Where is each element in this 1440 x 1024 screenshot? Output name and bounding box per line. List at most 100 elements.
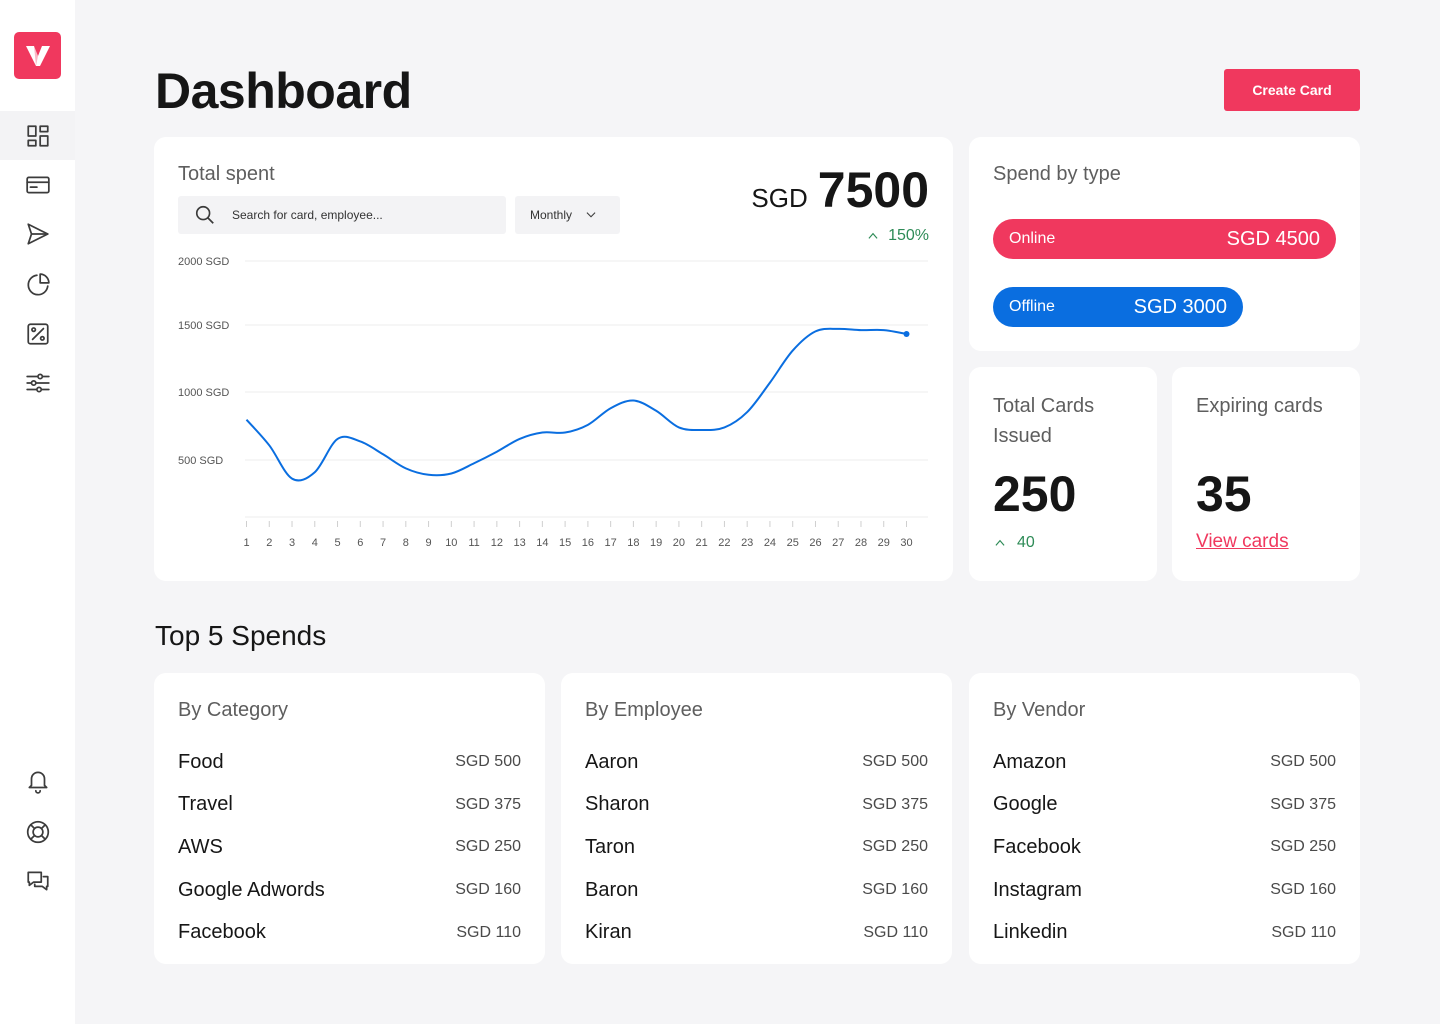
list-item[interactable]: AWS SGD 250 xyxy=(178,826,521,869)
cards-issued-growth-value: 40 xyxy=(1017,534,1035,551)
list-item-name: AWS xyxy=(178,835,223,858)
online-spend-bar[interactable]: Online SGD 4500 xyxy=(993,219,1336,259)
list-item[interactable]: Google SGD 375 xyxy=(993,784,1336,827)
nav-payments[interactable] xyxy=(0,209,75,258)
list-item-name: Kiran xyxy=(585,921,632,944)
list-item[interactable]: Instagram SGD 160 xyxy=(993,869,1336,912)
by-employee-list: Aaron SGD 500 Sharon SGD 375 Taron SGD 250 Bar… xyxy=(585,741,928,954)
nav-cards[interactable] xyxy=(0,160,75,209)
pie-chart-icon xyxy=(27,272,50,295)
list-item[interactable]: Aaron SGD 500 xyxy=(585,741,928,784)
x-tick-label: 12 xyxy=(491,537,503,549)
list-item-value: SGD 500 xyxy=(1270,753,1336,771)
online-label: Online xyxy=(1009,230,1056,247)
app-logo[interactable] xyxy=(14,32,61,79)
x-tick-label: 23 xyxy=(741,537,753,549)
by-employee-title: By Employee xyxy=(585,699,703,721)
list-item-name: Food xyxy=(178,750,224,773)
send-icon xyxy=(26,222,49,245)
x-tick-label: 28 xyxy=(855,537,867,549)
search-input[interactable] xyxy=(232,208,482,222)
list-item[interactable]: Food SGD 500 xyxy=(178,741,521,784)
expiring-cards-card: Expiring cards 35 View cards xyxy=(1172,367,1360,581)
nav-messages[interactable] xyxy=(0,856,75,905)
x-tick-label: 7 xyxy=(380,537,386,549)
list-item[interactable]: Linkedin SGD 110 xyxy=(993,911,1336,954)
create-card-button[interactable]: Create Card xyxy=(1224,69,1360,111)
list-item-value: SGD 250 xyxy=(455,838,521,856)
by-category-title: By Category xyxy=(178,699,289,721)
x-tick-label: 2 xyxy=(266,537,272,549)
nav-dashboard[interactable] xyxy=(0,111,75,160)
x-tick-label: 24 xyxy=(764,537,776,549)
list-item-value: SGD 375 xyxy=(862,795,928,813)
x-tick-label: 9 xyxy=(426,537,432,549)
search-icon xyxy=(195,205,214,224)
total-spent-card: 2000 SGD 1500 SGD 1000 SGD 500 SGD 1 2 3 4 5 6 7 8 9… xyxy=(154,137,953,581)
total-value: 7500 xyxy=(817,162,929,218)
by-category-list: Food SGD 500 Travel SGD 375 AWS SGD 250 Google… xyxy=(178,741,521,954)
list-item-value: SGD 250 xyxy=(1270,838,1336,856)
total-growth: 150% xyxy=(866,227,929,245)
x-tick-label: 11 xyxy=(468,537,479,549)
by-category-card: By Category Food SGD 500 Travel SGD 375 AWS S… xyxy=(154,673,545,964)
period-dropdown[interactable]: Monthly xyxy=(515,196,620,234)
spend-series-line xyxy=(245,327,907,482)
card-icon xyxy=(25,176,50,193)
total-amount: SGD 7500 xyxy=(751,161,929,219)
list-item-name: Taron xyxy=(585,835,636,858)
chat-icon xyxy=(26,870,49,891)
list-item-value: SGD 375 xyxy=(455,795,521,813)
offline-spend-bar[interactable]: Offline SGD 3000 xyxy=(993,287,1243,327)
support-icon xyxy=(26,820,49,843)
latest-data-point xyxy=(903,330,910,337)
x-tick-label: 19 xyxy=(650,537,662,549)
list-item-value: SGD 110 xyxy=(1271,923,1336,941)
list-item[interactable]: Facebook SGD 250 xyxy=(993,826,1336,869)
y-tick-label: 1000 SGD xyxy=(178,387,229,399)
view-cards-link[interactable]: View cards xyxy=(1196,531,1289,552)
by-employee-card: By Employee Aaron SGD 500 Sharon SGD 375 Tar… xyxy=(561,673,952,964)
logo-mark-icon xyxy=(25,45,50,66)
list-item-value: SGD 110 xyxy=(456,923,521,941)
list-item-name: Facebook xyxy=(178,921,266,944)
list-item-value: SGD 160 xyxy=(455,881,521,899)
cards-issued-growth: 40 xyxy=(993,534,1035,552)
expiring-value: 35 xyxy=(1196,466,1252,522)
nav-reports[interactable] xyxy=(0,260,75,309)
list-item[interactable]: Travel SGD 375 xyxy=(178,784,521,827)
list-item-name: Sharon xyxy=(585,793,650,816)
nav-settings[interactable] xyxy=(0,358,75,407)
list-item[interactable]: Taron SGD 250 xyxy=(585,826,928,869)
bell-icon xyxy=(27,770,48,794)
page-title: Dashboard xyxy=(155,63,412,119)
list-item[interactable]: Kiran SGD 110 xyxy=(585,911,928,954)
x-tick-label: 3 xyxy=(289,537,295,549)
x-tick-label: 20 xyxy=(673,537,685,549)
x-tick-label: 6 xyxy=(357,537,363,549)
by-vendor-title: By Vendor xyxy=(993,699,1086,721)
list-item-value: SGD 160 xyxy=(862,881,928,899)
offline-label: Offline xyxy=(1009,298,1055,315)
list-item[interactable]: Sharon SGD 375 xyxy=(585,784,928,827)
list-item[interactable]: Baron SGD 160 xyxy=(585,869,928,912)
list-item-name: Linkedin xyxy=(993,921,1068,944)
x-tick-label: 17 xyxy=(605,537,617,549)
nav-discounts[interactable] xyxy=(0,309,75,358)
x-tick-label: 26 xyxy=(809,537,821,549)
x-tick-label: 27 xyxy=(832,537,844,549)
x-tick-label: 15 xyxy=(559,537,571,549)
x-tick-label: 18 xyxy=(627,537,639,549)
nav-support[interactable] xyxy=(0,807,75,856)
x-tick-label: 29 xyxy=(878,537,890,549)
list-item[interactable]: Google Adwords SGD 160 xyxy=(178,869,521,912)
sliders-icon xyxy=(25,372,50,393)
list-item[interactable]: Amazon SGD 500 xyxy=(993,741,1336,784)
x-tick-label: 13 xyxy=(513,537,525,549)
x-tick-label: 22 xyxy=(718,537,730,549)
list-item[interactable]: Facebook SGD 110 xyxy=(178,911,521,954)
total-currency: SGD xyxy=(751,183,808,213)
nav-notifications[interactable] xyxy=(0,756,75,805)
x-tick-label: 14 xyxy=(536,537,548,549)
x-tick-label: 21 xyxy=(696,537,708,549)
